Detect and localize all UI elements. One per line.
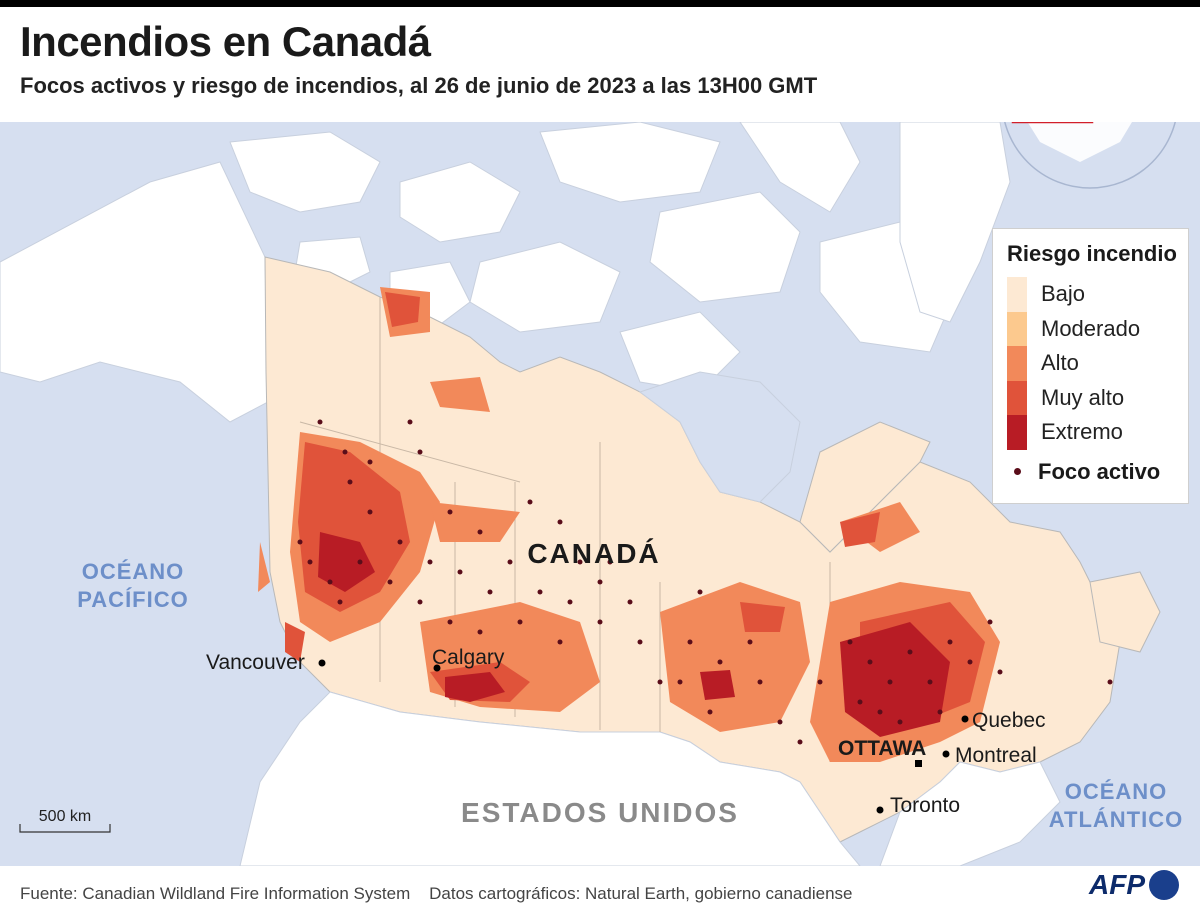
scale-label: 500 km: [39, 808, 91, 825]
legend-item-moderado: Moderado: [1007, 311, 1188, 346]
source-credit: Fuente: Canadian Wildland Fire Informati…: [20, 884, 853, 903]
label-usa: ESTADOS UNIDOS: [461, 797, 739, 828]
legend-swatch-muy-alto: [1007, 380, 1027, 415]
legend-active-fire-label: Foco activo: [1038, 458, 1161, 484]
active-fires: [297, 419, 1113, 745]
afp-logo-circle-icon: [1149, 870, 1179, 900]
legend-label: Muy alto: [1041, 384, 1125, 410]
page-subtitle: Focos activos y riesgo de incendios, al …: [20, 73, 818, 98]
city-dot-quebec: [961, 715, 969, 723]
legend-label: Moderado: [1041, 315, 1141, 341]
ocean-pacific-line2: PACÍFICO: [77, 587, 188, 612]
alaska: [0, 161, 269, 423]
legend-item-bajo: Bajo: [1007, 277, 1188, 312]
usa: [239, 691, 861, 866]
scale-bar: 500 km: [19, 808, 111, 833]
active-fire-dot-icon: [1014, 468, 1021, 475]
ocean-pacific-line1: OCÉANO: [82, 559, 185, 584]
page-title: Incendios en Canadá: [20, 18, 431, 65]
legend-label: Bajo: [1041, 281, 1086, 307]
risk-extremo: [318, 532, 950, 737]
city-dot-vancouver: [318, 659, 326, 667]
city-dot-toronto: [876, 806, 884, 814]
top-bar: [0, 0, 1200, 7]
newfoundland: [1089, 571, 1161, 653]
usa-northeast: [879, 761, 1061, 866]
city-label-quebec: Quebec: [972, 709, 1046, 732]
capital-label-ottawa: OTTAWA: [838, 737, 926, 760]
legend-item-extremo: Extremo: [1007, 415, 1188, 450]
legend-swatch-alto: [1007, 346, 1027, 381]
afp-logo: AFP: [1089, 867, 1189, 903]
ocean-atlantic-line2: ATLÁNTICO: [1049, 807, 1183, 832]
hudson-bay: [638, 371, 801, 503]
globe-inset: [1004, 122, 1176, 189]
legend-swatch-extremo: [1007, 415, 1027, 450]
legend-item-alto: Alto: [1007, 346, 1188, 381]
city-dot-calgary: [433, 664, 441, 672]
city-label-vancouver: Vancouver: [206, 651, 305, 674]
city-label-toronto: Toronto: [890, 794, 960, 817]
label-canada: CANADÁ: [527, 538, 660, 569]
city-label-calgary: Calgary: [432, 646, 505, 669]
capital-marker-ottawa: [915, 760, 922, 767]
legend-label: Extremo: [1041, 419, 1123, 445]
greenland: [899, 122, 1011, 323]
quebec-north: [799, 421, 931, 553]
legend-title: Riesgo incendio: [1007, 241, 1177, 266]
legend-item-active-fire: Foco activo: [1007, 452, 1188, 492]
afp-logo-text: AFP: [1089, 869, 1145, 900]
city-dot-montreal: [942, 750, 950, 758]
legend-label: Alto: [1041, 350, 1079, 376]
ocean-atlantic-line1: OCÉANO: [1065, 779, 1168, 804]
legend-swatch-bajo: [1007, 277, 1027, 312]
legend: Riesgo incendio Bajo Moderado Alto Muy a…: [992, 228, 1189, 504]
city-label-montreal: Montreal: [955, 744, 1037, 767]
legend-swatch-moderado: [1007, 311, 1027, 346]
legend-item-muy-alto: Muy alto: [1007, 380, 1188, 415]
